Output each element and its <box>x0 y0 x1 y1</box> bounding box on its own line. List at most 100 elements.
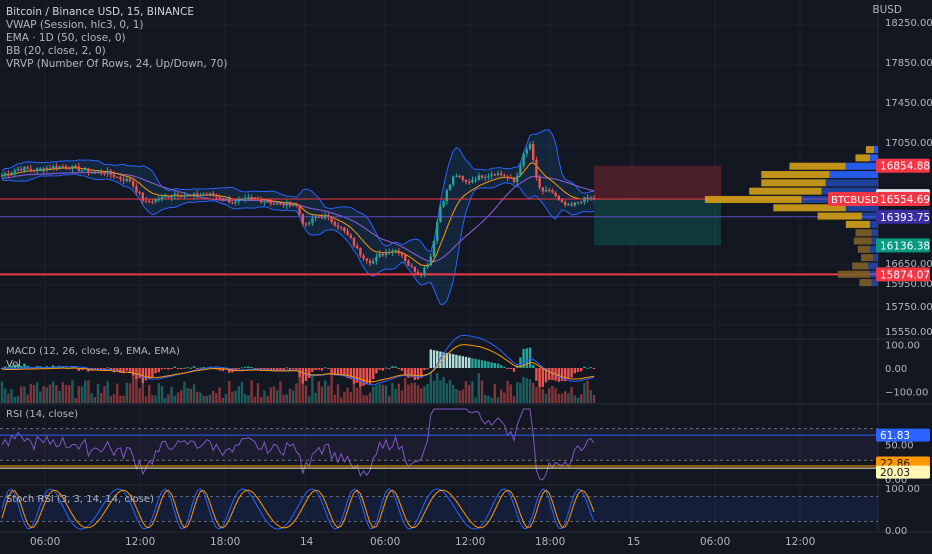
macd-hist <box>87 368 90 372</box>
vol-bar <box>256 383 260 403</box>
vol-bar <box>55 385 58 403</box>
macd-hist <box>448 353 452 368</box>
macd-hist <box>375 368 378 374</box>
vol-bar <box>375 385 378 403</box>
macd-hist <box>439 351 442 368</box>
vol-bar <box>567 393 570 403</box>
vol-bar <box>16 395 20 403</box>
macd-hist <box>173 366 176 368</box>
vol-bar <box>125 382 128 403</box>
price-label-bg <box>876 238 930 253</box>
candle-body <box>164 196 167 198</box>
macd-hist <box>154 368 157 374</box>
vol-bar <box>32 385 36 403</box>
candle-body <box>333 222 336 226</box>
chart-title[interactable]: Bitcoin / Binance USD, 15, BINANCE <box>6 6 194 18</box>
macd-hist <box>512 368 516 372</box>
vol-bar <box>317 381 320 403</box>
candle-body <box>228 198 231 203</box>
candle-body <box>304 223 308 225</box>
vol-bar <box>282 394 285 403</box>
macd-hist <box>490 362 493 368</box>
macd-hist <box>324 367 327 369</box>
macd-hist <box>535 368 538 381</box>
price-label-bg <box>876 158 930 173</box>
vol-bar <box>474 397 477 403</box>
vol-bar <box>516 382 519 403</box>
macd-hist <box>487 361 490 368</box>
time-tick: 18:00 <box>210 536 240 548</box>
vol-bar <box>212 390 215 403</box>
candle-body <box>439 206 442 223</box>
candle-body <box>352 237 356 246</box>
vol-bar <box>260 396 263 403</box>
candle-body <box>36 168 39 171</box>
vol-bar <box>352 372 356 403</box>
rsi-label[interactable]: RSI (14, close) <box>6 409 79 420</box>
macd-label[interactable]: MACD (12, 26, close, 9, EMA, EMA) <box>6 346 180 357</box>
vol-bar <box>253 396 256 403</box>
candle-body <box>423 267 426 275</box>
candle-body <box>157 199 160 201</box>
candle-body <box>212 193 215 196</box>
candle-body <box>538 177 541 188</box>
macd-hist <box>426 368 429 369</box>
vol-bar <box>388 395 391 403</box>
candle-body <box>391 250 394 253</box>
candle-body <box>324 214 327 219</box>
vol-label[interactable]: Vol <box>6 359 21 370</box>
macd-hist <box>77 368 80 371</box>
candle-body <box>80 170 84 172</box>
vol-bar <box>112 394 116 403</box>
bb-lower <box>1 173 595 305</box>
macd-hist <box>26 365 29 368</box>
macd-hist <box>560 368 564 381</box>
vp-row-down <box>817 212 862 220</box>
bb-upper <box>1 129 595 253</box>
vol-bar <box>119 395 122 403</box>
vol-bar <box>250 380 253 403</box>
stoch-rsi-label[interactable]: Stoch RSI (3, 3, 14, 14, close) <box>6 494 154 505</box>
vol-bar <box>484 394 487 403</box>
vol-bar <box>141 375 144 403</box>
indicator-ema[interactable]: EMA · 1D (50, close, 0) <box>6 32 126 44</box>
indicator-vrvp[interactable]: VRVP (Number Of Rows, 24, Up/Down, 70) <box>6 58 228 70</box>
vol-bar <box>135 379 138 403</box>
indicator-bb[interactable]: BB (20, close, 2, 0) <box>6 45 106 57</box>
currency-label: BUSD <box>872 4 902 16</box>
macd-hist <box>256 368 260 369</box>
macd-hist <box>164 368 167 369</box>
vol-bar <box>391 382 394 403</box>
macd-hist <box>288 368 292 371</box>
vol-bar <box>333 394 336 403</box>
vol-bar <box>215 393 218 403</box>
candle-body <box>592 197 596 200</box>
vp-row-down <box>855 154 870 162</box>
candle-body <box>516 175 519 183</box>
macd-hist <box>400 368 404 371</box>
vp-row-down <box>749 187 822 195</box>
candle-body <box>368 260 372 264</box>
vol-bar <box>509 384 512 403</box>
price-tick: 17450.00 <box>885 98 932 109</box>
candle-body <box>125 178 128 181</box>
indicator-vwap[interactable]: VWAP (Session, hlc3, 0, 1) <box>6 19 144 31</box>
macd-hist <box>330 368 333 374</box>
candle-body <box>68 167 71 170</box>
vol-bar <box>100 392 103 403</box>
vol-bar <box>576 397 580 403</box>
macd-hist <box>528 347 532 368</box>
time-tick: 12:00 <box>785 536 815 548</box>
vol-bar <box>128 383 132 403</box>
macd-hist <box>452 354 455 368</box>
time-tick: 06:00 <box>700 536 730 548</box>
macd-hist <box>423 368 426 370</box>
candle-body <box>58 166 61 169</box>
macd-hist <box>365 368 368 385</box>
candle-body <box>560 199 564 202</box>
vol-bar <box>272 386 276 403</box>
vol-bar <box>477 373 480 403</box>
price-label-bg <box>876 209 930 224</box>
